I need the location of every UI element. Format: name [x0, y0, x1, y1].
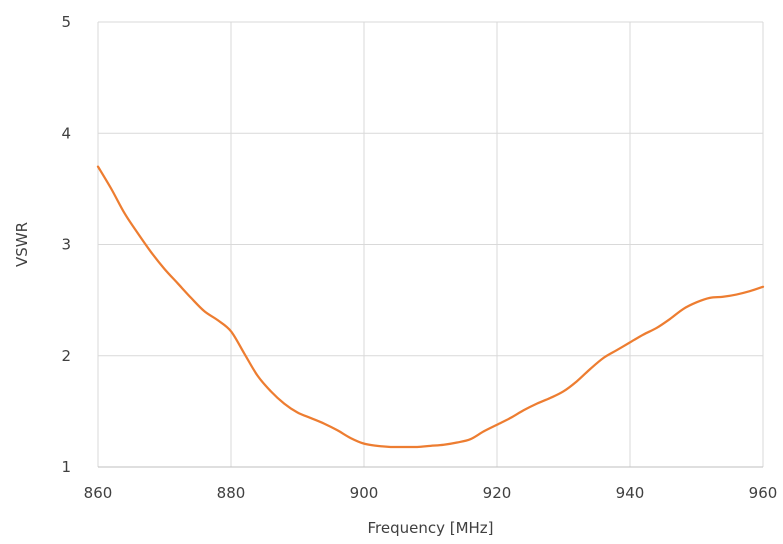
y-tick-label-2: 2: [61, 347, 71, 365]
x-tick-label-940: 940: [616, 484, 645, 502]
y-tick-label-3: 3: [61, 236, 71, 254]
x-tick-label-920: 920: [483, 484, 512, 502]
x-tick-label-960: 960: [749, 484, 778, 502]
y-axis-title: VSWR: [13, 222, 31, 267]
x-tick-label-900: 900: [350, 484, 379, 502]
series-line-0: [96, 165, 765, 449]
series-layer: [96, 165, 765, 449]
x-tick-label-860: 860: [84, 484, 113, 502]
tick-label-layer: 860 880 900 920 940 960 1 2 3 4 5: [61, 13, 777, 502]
y-tick-label-4: 4: [61, 124, 71, 142]
x-axis-title: Frequency [MHz]: [367, 519, 493, 537]
y-tick-label-1: 1: [61, 458, 71, 476]
x-tick-label-880: 880: [217, 484, 246, 502]
y-tick-label-5: 5: [61, 13, 71, 31]
grid-layer: [97, 21, 764, 467]
